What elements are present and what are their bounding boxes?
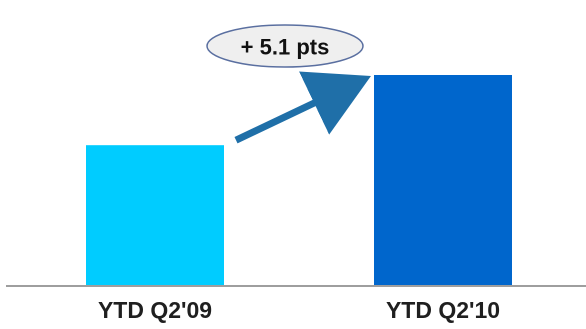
trend-arrow <box>234 71 371 144</box>
x-tick-label-1: YTD Q2'09 <box>98 297 212 323</box>
bars-layer <box>86 75 512 285</box>
callout-text: + 5.1 pts <box>241 35 330 60</box>
x-tick-label-2: YTD Q2'10 <box>386 297 500 323</box>
bar-1 <box>86 145 224 285</box>
callout-bubble <box>206 24 364 68</box>
annotation-layer: + 5.1 pts <box>206 24 371 144</box>
bar-2 <box>374 75 512 285</box>
labels-layer: YTD Q2'09 YTD Q2'10 <box>98 297 500 323</box>
